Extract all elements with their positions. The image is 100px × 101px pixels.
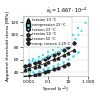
Point bbox=[72, 55, 74, 57]
X-axis label: Speed [s$^{-1}$]: Speed [s$^{-1}$] bbox=[42, 85, 69, 95]
Point bbox=[51, 53, 52, 55]
Point bbox=[41, 57, 42, 59]
Point bbox=[45, 56, 46, 57]
Point bbox=[55, 52, 56, 53]
Point bbox=[52, 65, 54, 67]
Point bbox=[31, 60, 32, 61]
Point bbox=[78, 52, 79, 53]
Point bbox=[62, 61, 64, 63]
Point bbox=[38, 70, 39, 71]
Point bbox=[28, 59, 29, 61]
Y-axis label: Apparent threshold stress [MPa]: Apparent threshold stress [MPa] bbox=[6, 11, 10, 80]
Point bbox=[61, 48, 62, 50]
Point bbox=[34, 59, 35, 61]
Point bbox=[58, 50, 59, 52]
Point bbox=[58, 63, 59, 65]
Point bbox=[58, 46, 59, 47]
Point bbox=[62, 43, 64, 44]
Point bbox=[42, 68, 44, 70]
Point bbox=[48, 67, 49, 69]
Point bbox=[28, 60, 29, 62]
Point bbox=[37, 58, 38, 60]
Point bbox=[48, 52, 49, 53]
Legend: tension 23 °C, compression 23 °C, torsion 23 °C, tension 50 °C, torsion 50 °C, c: tension 23 °C, compression 23 °C, torsio… bbox=[24, 17, 72, 47]
Point bbox=[74, 37, 76, 39]
Point bbox=[42, 54, 44, 56]
Point bbox=[28, 72, 29, 73]
Point bbox=[80, 29, 82, 30]
Point bbox=[78, 28, 79, 29]
Point bbox=[32, 58, 34, 59]
Point bbox=[48, 55, 49, 56]
Point bbox=[68, 58, 69, 60]
Point bbox=[38, 56, 39, 57]
Point bbox=[32, 71, 34, 73]
Point bbox=[72, 34, 74, 35]
Point bbox=[78, 33, 79, 35]
Point bbox=[68, 43, 69, 45]
Point bbox=[84, 21, 86, 23]
Point bbox=[65, 46, 66, 47]
Point bbox=[68, 39, 69, 41]
Point bbox=[71, 41, 72, 42]
Point bbox=[52, 49, 54, 51]
Text: $\dot{\varepsilon}_0 = 1.667 \cdot 10^{-4}$: $\dot{\varepsilon}_0 = 1.667 \cdot 10^{-… bbox=[46, 6, 87, 16]
